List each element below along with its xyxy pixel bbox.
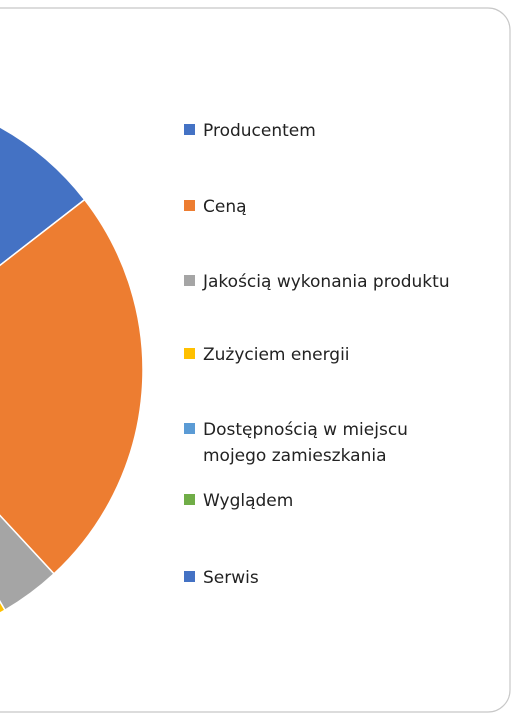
legend-label: Zużyciem energii xyxy=(203,345,350,365)
legend-item: Dostępnością w miejscu mojego zamieszkan… xyxy=(184,417,453,469)
card-border xyxy=(0,7,511,713)
legend-label: Wyglądem xyxy=(203,491,294,511)
legend-swatch xyxy=(184,124,195,135)
pie-slice xyxy=(0,198,144,575)
legend-swatch xyxy=(184,571,195,582)
legend-label: Ceną xyxy=(203,197,247,217)
pie-slice xyxy=(0,91,86,372)
legend-item: Producentem xyxy=(184,118,503,144)
legend-label: Jakością wykonania produktu xyxy=(203,272,450,292)
legend-label: Dostępnością w miejscu mojego zamieszkan… xyxy=(203,420,408,466)
legend-item: Ceną xyxy=(184,194,503,220)
legend-item: Serwis xyxy=(184,565,503,591)
legend-swatch xyxy=(184,423,195,434)
legend-item: Wyglądem xyxy=(184,488,503,514)
legend-item: Jakością wykonania produktu xyxy=(184,269,503,295)
legend-swatch xyxy=(184,275,195,286)
legend-swatch xyxy=(184,494,195,505)
legend-label: Producentem xyxy=(203,121,316,141)
legend-swatch xyxy=(184,200,195,211)
pie xyxy=(0,91,144,649)
legend-item: Zużyciem energii xyxy=(184,342,503,368)
legend-label: Serwis xyxy=(203,568,259,588)
legend-swatch xyxy=(184,348,195,359)
